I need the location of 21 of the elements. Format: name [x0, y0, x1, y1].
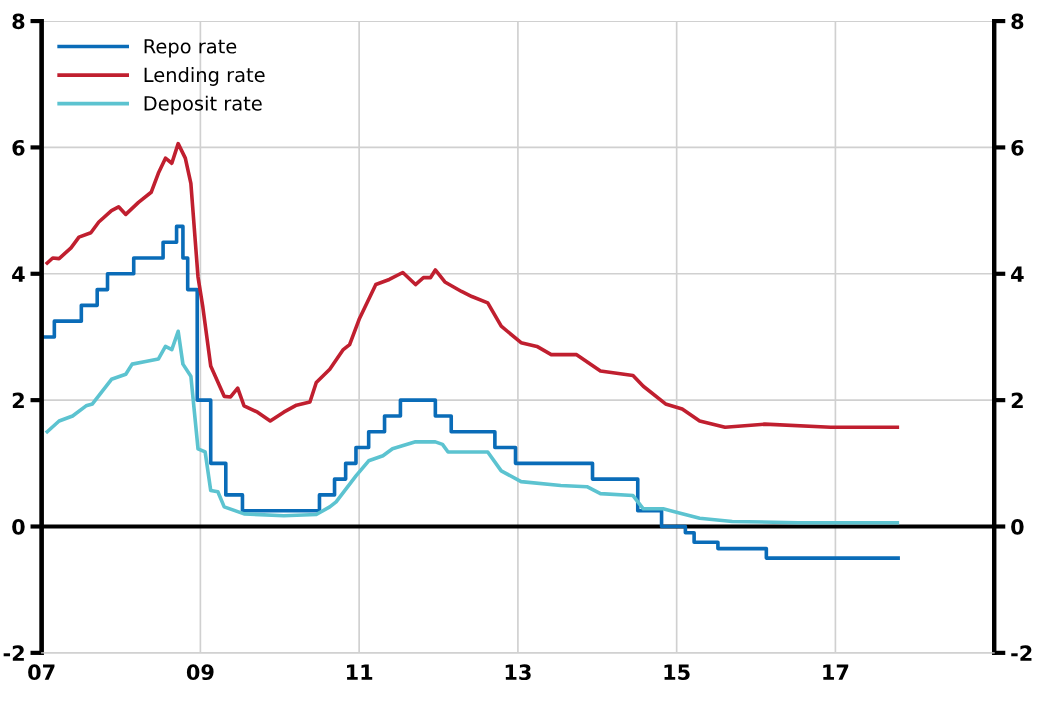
y2-tick-label: -2 — [1011, 645, 1032, 661]
y2-tick-label: 0 — [1011, 518, 1024, 535]
y-tick-label: -2 — [3, 645, 24, 661]
y-tick-label: 8 — [12, 13, 25, 30]
x-tick-label: 17 — [823, 664, 849, 680]
legend-label: Deposit rate — [144, 95, 262, 115]
y2-tick-label: 6 — [1011, 139, 1024, 156]
x-tick-label: 15 — [664, 664, 690, 681]
y2-tick-label: 8 — [1011, 13, 1024, 30]
x-tick-label: 13 — [505, 664, 531, 681]
y-tick-label: 2 — [12, 392, 24, 409]
y-tick-label: 0 — [12, 518, 25, 535]
legend-label: Lending rate — [144, 67, 265, 86]
y-tick-label: 4 — [12, 266, 25, 282]
x-tick-label: 07 — [28, 664, 55, 681]
x-tick-label: 11 — [347, 664, 373, 680]
y2-tick-label: 4 — [1011, 266, 1024, 282]
x-tick-label: 09 — [186, 664, 214, 681]
y-tick-label: 6 — [12, 139, 25, 156]
y2-tick-label: 2 — [1011, 392, 1023, 409]
legend-label: Repo rate — [144, 39, 237, 58]
